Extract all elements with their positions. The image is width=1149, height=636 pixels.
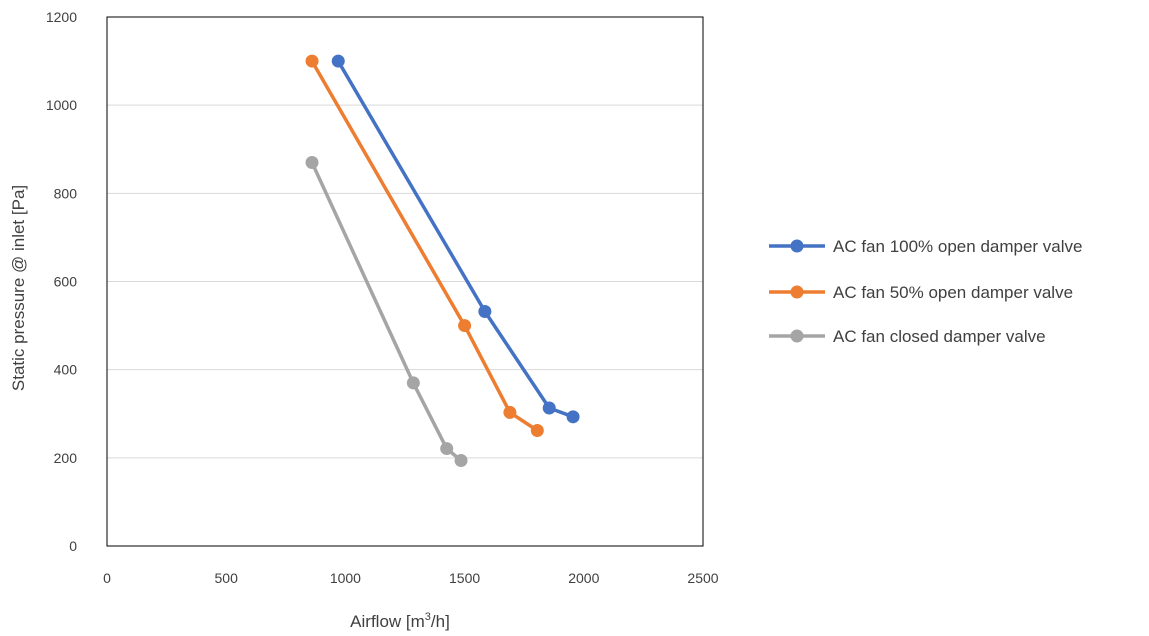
data-point [305, 155, 319, 169]
series-layer [305, 54, 580, 467]
legend-swatch-marker [790, 329, 804, 343]
y-axis-ticks: 0 200 400 600 800 1000 1200 [46, 9, 77, 554]
y-tick-label: 1000 [46, 97, 77, 113]
y-tick-label: 800 [54, 185, 78, 201]
legend-label: AC fan 100% open damper valve [833, 237, 1083, 256]
series-line [310, 59, 540, 433]
gridlines [107, 104, 703, 459]
x-axis-ticks: 0 500 1000 1500 2000 2500 [103, 570, 719, 586]
data-point [566, 410, 580, 424]
x-axis-title-base: Airflow [m [350, 612, 425, 631]
y-tick-label: 0 [69, 538, 77, 554]
data-point [542, 401, 556, 415]
legend-item: AC fan 50% open damper valve [769, 283, 1073, 302]
x-tick-label: 2500 [687, 570, 718, 586]
y-axis-title: Static pressure @ inlet [Pa] [9, 185, 28, 391]
data-point [458, 319, 472, 333]
legend: AC fan 100% open damper valve AC fan 50% … [769, 237, 1083, 346]
x-tick-label: 1000 [330, 570, 361, 586]
x-tick-label: 1500 [449, 570, 480, 586]
x-axis-title-tail: /h] [431, 612, 450, 631]
series-line [310, 160, 463, 463]
plot-border [106, 16, 704, 547]
legend-label: AC fan 50% open damper valve [833, 283, 1073, 302]
legend-swatch-marker [790, 285, 804, 299]
x-tick-label: 2000 [568, 570, 599, 586]
y-tick-label: 1200 [46, 9, 77, 25]
legend-item: AC fan closed damper valve [769, 327, 1046, 346]
y-tick-label: 400 [54, 362, 78, 378]
x-tick-label: 0 [103, 570, 111, 586]
x-axis-title-sup: 3 [425, 611, 431, 623]
series-1 [331, 54, 580, 424]
data-point [454, 453, 468, 467]
data-point [478, 304, 492, 318]
y-tick-label: 600 [54, 274, 78, 290]
legend-label: AC fan closed damper valve [833, 327, 1046, 346]
data-point [305, 54, 319, 68]
x-tick-label: 500 [215, 570, 239, 586]
series-line [336, 59, 575, 419]
data-point [440, 442, 454, 456]
data-point [406, 376, 420, 390]
data-point [331, 54, 345, 68]
legend-swatch-marker [790, 239, 804, 253]
data-point [503, 405, 517, 419]
legend-item: AC fan 100% open damper valve [769, 237, 1083, 256]
y-tick-label: 200 [54, 450, 78, 466]
x-axis-title: Airflow [m3/h] [350, 611, 450, 631]
plot-area [106, 16, 704, 547]
series-3 [305, 155, 468, 467]
series-2 [305, 54, 544, 438]
data-point [530, 424, 544, 438]
